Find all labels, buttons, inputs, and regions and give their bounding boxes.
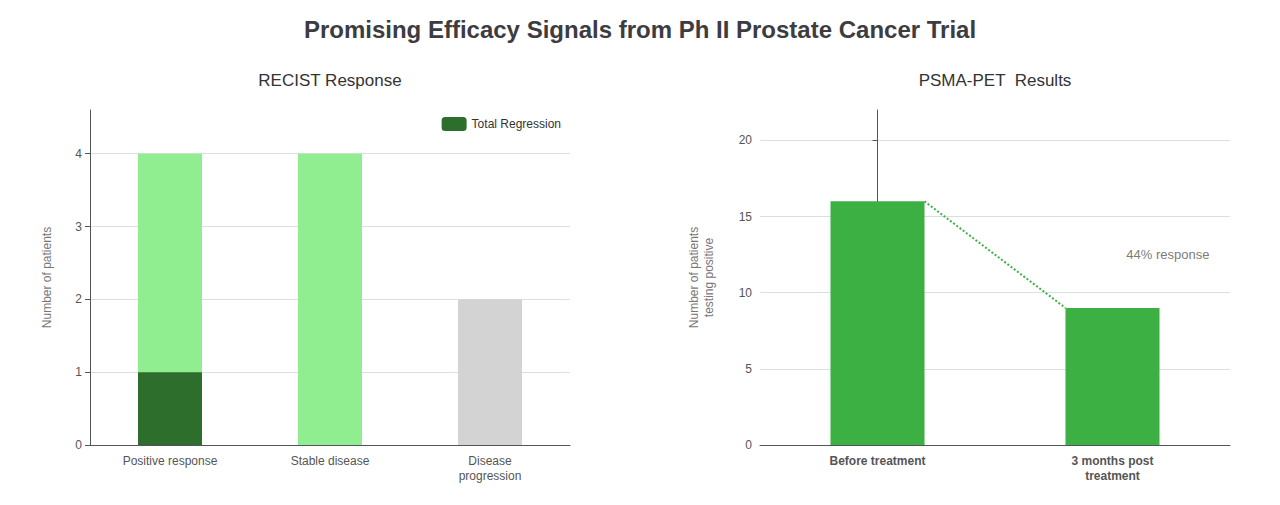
svg-text:Positive response: Positive response xyxy=(123,454,218,468)
svg-text:Disease: Disease xyxy=(468,454,512,468)
svg-text:10: 10 xyxy=(739,286,753,300)
svg-text:progression: progression xyxy=(459,469,522,483)
svg-text:20: 20 xyxy=(739,133,753,147)
svg-text:44% response: 44% response xyxy=(1126,247,1209,262)
svg-text:3 months post: 3 months post xyxy=(1071,454,1153,468)
svg-text:2: 2 xyxy=(75,292,82,306)
svg-text:4: 4 xyxy=(75,147,82,161)
svg-text:15: 15 xyxy=(739,210,753,224)
svg-text:5: 5 xyxy=(745,362,752,376)
svg-text:testing positive: testing positive xyxy=(702,237,716,317)
svg-text:treatment: treatment xyxy=(1085,469,1140,483)
svg-text:PSMA-PET Results: PSMA-PET Results xyxy=(919,71,1072,90)
svg-text:3: 3 xyxy=(75,220,82,234)
svg-text:0: 0 xyxy=(745,438,752,452)
svg-text:Number of patients: Number of patients xyxy=(687,227,701,328)
svg-text:Promising Efficacy Signals fro: Promising Efficacy Signals from Ph II Pr… xyxy=(304,16,976,43)
svg-text:Before treatment: Before treatment xyxy=(829,454,925,468)
svg-text:RECIST Response: RECIST Response xyxy=(258,71,401,90)
svg-text:Stable disease: Stable disease xyxy=(291,454,370,468)
svg-text:Total Regression: Total Regression xyxy=(472,117,561,131)
svg-text:1: 1 xyxy=(75,365,82,379)
svg-text:Number of patients: Number of patients xyxy=(40,227,54,328)
svg-text:0: 0 xyxy=(75,438,82,452)
